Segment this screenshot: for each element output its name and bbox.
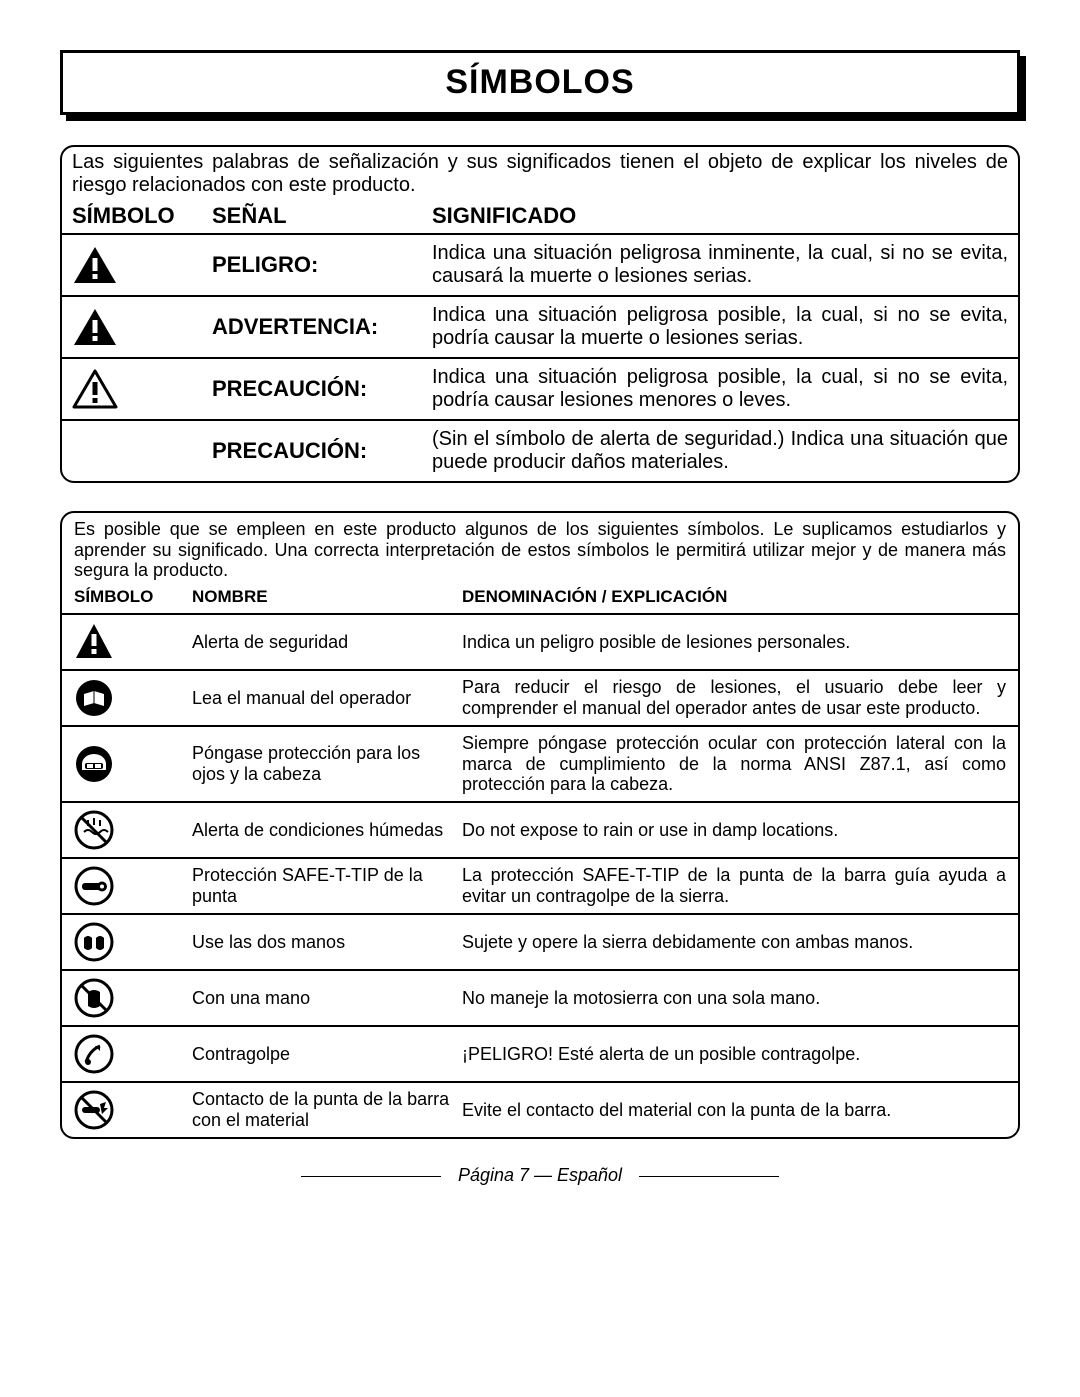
caution-icon bbox=[72, 369, 118, 409]
symbol-row: Use las dos manos Sujete y opere la sier… bbox=[62, 913, 1018, 969]
symbol-desc: Siempre póngase protección ocular con pr… bbox=[462, 733, 1006, 795]
signal-row: PELIGRO: Indica una situación peligrosa … bbox=[62, 233, 1018, 295]
symbol-row: Alerta de seguridad Indica un peligro po… bbox=[62, 613, 1018, 669]
read-manual-icon bbox=[74, 678, 114, 718]
safe-t-tip-icon bbox=[74, 866, 114, 906]
safety-alert-icon bbox=[74, 622, 114, 662]
symbol-name: Alerta de condiciones húmedas bbox=[192, 820, 462, 841]
header-symbol: SÍMBOLO bbox=[74, 587, 192, 607]
title-box: SÍMBOLOS bbox=[60, 50, 1020, 115]
signal-label: PRECAUCIÓN: bbox=[212, 438, 432, 464]
symbol-name: Contacto de la punta de la barra con el … bbox=[192, 1089, 462, 1130]
two-hands-icon bbox=[74, 922, 114, 962]
signal-words-block: Las siguientes palabras de señalización … bbox=[60, 145, 1020, 483]
header-desc: DENOMINACIÓN / EXPLICACIÓN bbox=[462, 587, 1006, 607]
signal-row: PRECAUCIÓN: (Sin el símbolo de alerta de… bbox=[62, 419, 1018, 481]
signal-meaning: (Sin el símbolo de alerta de seguridad.)… bbox=[432, 428, 1008, 474]
symbol-row: Alerta de condiciones húmedas Do not exp… bbox=[62, 801, 1018, 857]
symbol-name: Póngase protección para los ojos y la ca… bbox=[192, 743, 462, 784]
symbol-desc: Evite el contacto del material con la pu… bbox=[462, 1100, 1006, 1121]
symbol-row: Con una mano No maneje la motosierra con… bbox=[62, 969, 1018, 1025]
symbol-desc: ¡PELIGRO! Esté alerta de un posible cont… bbox=[462, 1044, 1006, 1065]
page-footer: Página 7 — Español bbox=[60, 1165, 1020, 1186]
signal-header-row: SÍMBOLO SEÑAL SIGNIFICADO bbox=[62, 203, 1018, 233]
symbol-name: Use las dos manos bbox=[192, 932, 462, 953]
warning-icon bbox=[72, 307, 118, 347]
symbol-row: Póngase protección para los ojos y la ca… bbox=[62, 725, 1018, 801]
symbol-row: Contacto de la punta de la barra con el … bbox=[62, 1081, 1018, 1137]
symbol-row: Lea el manual del operador Para reducir … bbox=[62, 669, 1018, 725]
signal-meaning: Indica una situación peligrosa posible, … bbox=[432, 304, 1008, 350]
symbol-name: Contragolpe bbox=[192, 1044, 462, 1065]
footer-text: Página 7 — Español bbox=[458, 1165, 622, 1185]
page-title: SÍMBOLOS bbox=[63, 63, 1017, 102]
signal-row: PRECAUCIÓN: Indica una situación peligro… bbox=[62, 357, 1018, 419]
header-meaning: SIGNIFICADO bbox=[432, 203, 1008, 229]
symbols-header-row: SÍMBOLO NOMBRE DENOMINACIÓN / EXPLICACIÓ… bbox=[62, 585, 1018, 613]
symbol-name: Con una mano bbox=[192, 988, 462, 1009]
signal-label: ADVERTENCIA: bbox=[212, 314, 432, 340]
eye-head-protection-icon bbox=[74, 744, 114, 784]
signal-row: ADVERTENCIA: Indica una situación peligr… bbox=[62, 295, 1018, 357]
symbol-desc: Indica un peligro posible de lesiones pe… bbox=[462, 632, 1006, 653]
symbols-intro: Es posible que se empleen en este produc… bbox=[62, 513, 1018, 585]
header-symbol: SÍMBOLO bbox=[72, 203, 212, 229]
kickback-icon bbox=[74, 1034, 114, 1074]
symbol-name: Protección SAFE-T-TIP de la punta bbox=[192, 865, 462, 906]
signal-meaning: Indica una situación peligrosa inminente… bbox=[432, 242, 1008, 288]
symbol-name: Alerta de seguridad bbox=[192, 632, 462, 653]
symbol-desc: Do not expose to rain or use in damp loc… bbox=[462, 820, 1006, 841]
signal-label: PELIGRO: bbox=[212, 252, 432, 278]
signal-meaning: Indica una situación peligrosa posible, … bbox=[432, 366, 1008, 412]
symbol-name: Lea el manual del operador bbox=[192, 688, 462, 709]
danger-icon bbox=[72, 245, 118, 285]
symbol-desc: No maneje la motosierra con una sola man… bbox=[462, 988, 1006, 1009]
symbols-block: Es posible que se empleen en este produc… bbox=[60, 511, 1020, 1139]
symbol-row: Protección SAFE-T-TIP de la punta La pro… bbox=[62, 857, 1018, 913]
symbol-desc: Sujete y opere la sierra debidamente con… bbox=[462, 932, 1006, 953]
signal-label: PRECAUCIÓN: bbox=[212, 376, 432, 402]
symbol-row: Contragolpe ¡PELIGRO! Esté alerta de un … bbox=[62, 1025, 1018, 1081]
header-signal: SEÑAL bbox=[212, 203, 432, 229]
wet-conditions-icon bbox=[74, 810, 114, 850]
signal-intro: Las siguientes palabras de señalización … bbox=[62, 147, 1018, 203]
header-name: NOMBRE bbox=[192, 587, 462, 607]
symbol-desc: Para reducir el riesgo de lesiones, el u… bbox=[462, 677, 1006, 718]
one-hand-prohibited-icon bbox=[74, 978, 114, 1018]
bar-tip-contact-icon bbox=[74, 1090, 114, 1130]
symbol-desc: La protección SAFE-T-TIP de la punta de … bbox=[462, 865, 1006, 906]
